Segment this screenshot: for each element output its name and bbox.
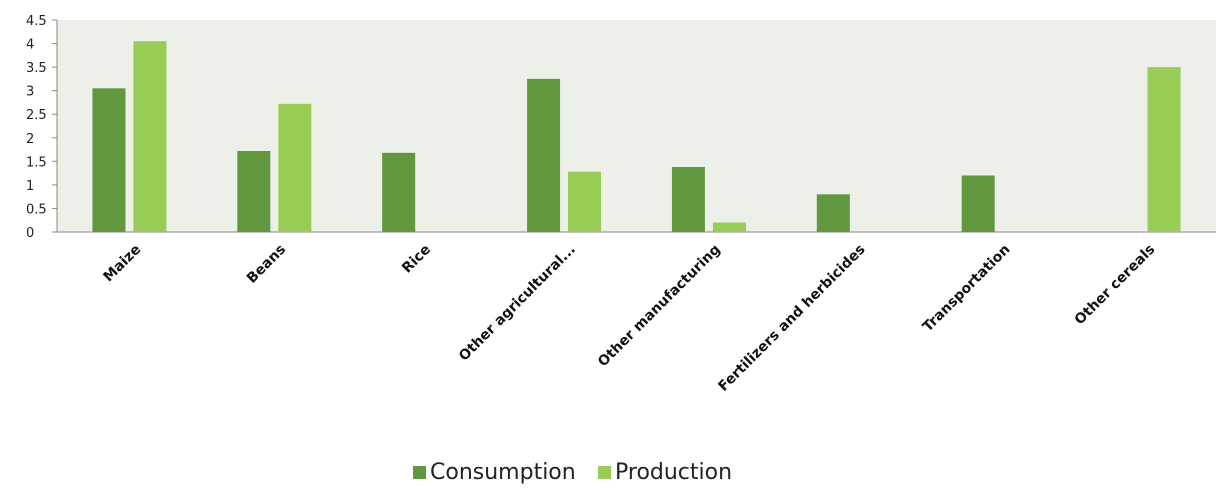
- y-tick-label: 2.5: [26, 108, 47, 123]
- y-tick-label: 2: [26, 132, 34, 147]
- y-tick-label: 3.5: [26, 61, 47, 76]
- legend-swatch-consumption: [413, 466, 426, 479]
- y-tick-label: 1.5: [26, 155, 47, 170]
- bar-production-8: [1147, 67, 1181, 232]
- bars: [92, 41, 1181, 233]
- x-tick-label: Maize: [101, 242, 145, 286]
- y-axis-ticks: 0 0.5 1 1.5 2 2.5 3 3.5 4 4.5: [26, 14, 57, 241]
- y-tick-label: 0.5: [26, 202, 47, 217]
- bar-consumption-1: [92, 88, 126, 232]
- y-tick-label: 1: [26, 179, 34, 194]
- bar-consumption-7: [961, 175, 995, 232]
- x-tick-label: Beans: [244, 242, 289, 287]
- legend-label-consumption: Consumption: [430, 460, 576, 485]
- bar-production-5: [712, 222, 746, 232]
- x-axis-ticks: Maize Beans Rice Other agricultural... Other…: [101, 242, 1159, 395]
- legend: Consumption Production: [413, 460, 732, 485]
- legend-swatch-production: [598, 466, 611, 479]
- bar-production-4: [568, 171, 602, 232]
- bar-production-1: [133, 41, 167, 233]
- x-tick-label: Fertilizers and herbicides: [715, 242, 868, 395]
- y-tick-label: 4.5: [26, 14, 47, 29]
- x-tick-label: Rice: [399, 242, 434, 277]
- x-tick-label: Other manufacturing: [595, 242, 724, 371]
- y-tick-label: 0: [26, 226, 34, 241]
- y-tick-label: 4: [26, 38, 34, 53]
- bar-production-2: [278, 103, 312, 232]
- plot-area: [57, 20, 1216, 232]
- x-tick-label: Other agricultural...: [456, 242, 579, 365]
- bar-consumption-5: [671, 166, 705, 232]
- bar-consumption-6: [816, 194, 850, 232]
- bar-consumption-3: [382, 152, 416, 232]
- x-tick-label: Other cereals: [1072, 242, 1159, 329]
- legend-label-production: Production: [615, 460, 732, 485]
- bar-consumption-2: [237, 150, 271, 232]
- y-tick-label: 3: [26, 85, 34, 100]
- x-tick-label: Transportation: [920, 242, 1014, 336]
- bar-consumption-4: [527, 78, 561, 232]
